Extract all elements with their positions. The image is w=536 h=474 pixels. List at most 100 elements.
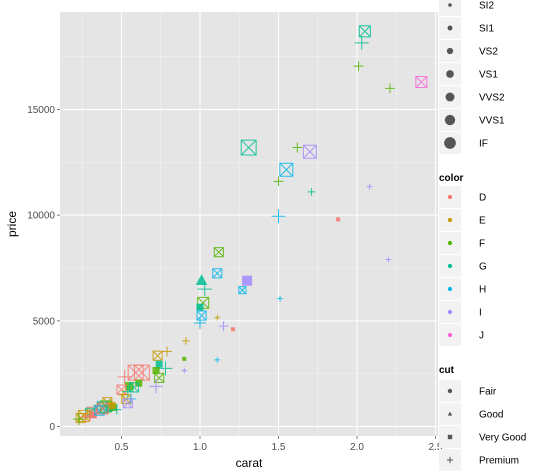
legend-color-swatch <box>447 217 453 223</box>
data-point <box>77 409 90 422</box>
x-tick-label: 2.0 <box>350 442 364 453</box>
x-tick-label: 1.0 <box>193 442 207 453</box>
legend-clarity-symbol <box>446 47 454 55</box>
y-tick-label: 5000 <box>33 316 56 327</box>
data-point <box>242 275 253 286</box>
data-point <box>271 209 286 224</box>
data-point <box>353 61 364 72</box>
data-point <box>182 337 190 345</box>
data-point <box>277 295 283 302</box>
x-tick-label: 2.5 <box>429 442 443 453</box>
data-point <box>96 402 109 415</box>
y-axis-title: price <box>5 211 19 237</box>
legend-color-label: E <box>479 216 486 227</box>
plot-panel <box>60 12 438 436</box>
data-points <box>73 25 428 426</box>
legend-color-swatch <box>447 332 453 338</box>
legend-clarity-label: VS2 <box>479 47 498 58</box>
legend-color-label: G <box>479 262 487 273</box>
legend-clarity-symbol <box>444 137 456 149</box>
x-tick-label: 0.5 <box>115 442 129 453</box>
data-point <box>149 379 164 394</box>
data-point <box>238 286 247 295</box>
x-axis-ticks: 0.5 1.0 1.5 2.0 2.5 <box>115 436 443 453</box>
data-point <box>129 382 140 393</box>
legend-cut-label: Very Good <box>479 433 526 444</box>
data-point <box>181 367 188 374</box>
data-point <box>366 183 373 190</box>
legend-clarity-symbol <box>448 3 452 7</box>
legend-cut-label: Good <box>479 410 503 421</box>
data-point <box>213 247 224 258</box>
data-point <box>152 350 163 361</box>
y-tick-label: 0 <box>49 422 55 433</box>
legend-clarity-symbol <box>445 92 455 102</box>
legend-clarity-label: VVS2 <box>479 93 505 104</box>
legend-color-label: D <box>479 193 486 204</box>
data-point <box>182 356 187 361</box>
data-point <box>354 35 369 50</box>
legend-cut: cut Fair Good Very Good Premium <box>439 365 526 471</box>
data-point <box>307 188 316 196</box>
major-grid <box>60 12 438 436</box>
legend-color-swatch <box>447 194 453 200</box>
legend-color: color D E F G H I J <box>439 173 487 346</box>
legend-cut-symbol <box>447 434 453 440</box>
legend-color-swatch <box>447 240 453 246</box>
data-point <box>212 268 223 279</box>
data-point <box>385 256 392 263</box>
legend-clarity-symbol <box>447 25 453 31</box>
legend-cut-label: Fair <box>479 387 497 398</box>
legend-color-swatch <box>447 309 453 315</box>
legend-clarity-label: IF <box>479 139 488 150</box>
data-point <box>122 398 133 409</box>
legend-clarity-label: VS1 <box>479 70 498 81</box>
data-point <box>152 366 160 374</box>
data-point <box>279 162 294 177</box>
y-axis-ticks: 0 5000 10000 15000 <box>27 105 60 433</box>
data-point <box>73 413 86 426</box>
legend-clarity: SI2 SI1 VS2 VS1 VVS2 VVS1 IF <box>439 0 505 154</box>
data-point <box>273 176 284 187</box>
legend-clarity-label: SI1 <box>479 24 494 35</box>
data-point <box>85 411 95 421</box>
legend-cut-symbol <box>446 456 454 464</box>
data-point <box>80 412 91 422</box>
data-point <box>358 25 371 38</box>
data-point <box>230 327 235 332</box>
data-point <box>385 83 395 94</box>
legend-clarity-symbol <box>446 70 454 78</box>
legend-clarity-symbol <box>444 114 456 126</box>
data-point <box>162 346 172 357</box>
legend-color-label: I <box>479 308 482 319</box>
x-axis-title: carat <box>236 456 263 470</box>
data-point <box>111 404 122 415</box>
legend-clarity-label: VVS1 <box>479 116 505 127</box>
legend-cut-symbol <box>447 411 453 416</box>
data-point <box>302 144 317 159</box>
data-point <box>292 142 303 153</box>
data-point <box>336 217 341 222</box>
legend-color-swatch <box>447 286 453 292</box>
data-point <box>133 364 150 381</box>
data-point <box>196 303 204 311</box>
data-point <box>89 411 97 419</box>
data-point <box>155 360 163 368</box>
x-tick-label: 1.5 <box>272 442 286 453</box>
data-point <box>194 316 206 329</box>
data-point <box>117 369 132 384</box>
legend-clarity-label: SI2 <box>479 1 494 12</box>
minor-grid <box>60 12 438 436</box>
data-point <box>196 310 207 321</box>
data-point <box>121 385 134 398</box>
data-point <box>197 282 212 297</box>
data-point <box>158 361 173 376</box>
legend-color-label: F <box>479 239 485 250</box>
legend-color-label: J <box>479 331 484 342</box>
data-point <box>415 76 428 89</box>
data-point <box>108 401 116 409</box>
data-point <box>218 321 229 332</box>
legend-color-swatch <box>447 263 453 269</box>
data-point <box>214 357 221 363</box>
